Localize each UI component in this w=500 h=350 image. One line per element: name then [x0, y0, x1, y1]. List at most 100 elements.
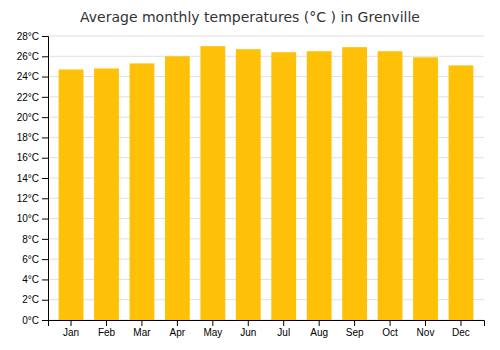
y-tick-mark	[42, 77, 48, 78]
y-tick-label: 24°C	[17, 71, 39, 82]
x-tick: Nov	[417, 320, 435, 338]
y-tick: 6°C	[22, 254, 48, 265]
y-tick-mark	[42, 158, 48, 159]
y-tick: 2°C	[22, 294, 48, 305]
x-tick: Jun	[240, 320, 256, 338]
x-tick-label: Sep	[346, 327, 364, 338]
y-tick-mark	[42, 239, 48, 240]
grid-line	[48, 36, 484, 37]
y-tick-label: 20°C	[17, 112, 39, 123]
y-tick: 24°C	[17, 71, 48, 82]
x-tick-label: Apr	[170, 327, 186, 338]
y-tick: 12°C	[17, 193, 48, 204]
x-tick-label: Feb	[98, 327, 116, 338]
x-tick: May	[203, 320, 222, 338]
x-tick-mark	[354, 320, 355, 326]
chart: Average monthly temperatures (°C ) in Gr…	[0, 0, 500, 350]
grid	[48, 36, 484, 320]
y-tick: 10°C	[17, 213, 48, 224]
y-tick-label: 2°C	[22, 294, 39, 305]
y-axis: 0°C 2°C 4°C 6°C 8°C 10°C 12°C 14°C 16°C 18°C 20°C 2…	[17, 31, 49, 326]
y-tick-mark	[42, 36, 48, 37]
y-tick-label: 4°C	[22, 274, 39, 285]
y-tick: 4°C	[22, 274, 48, 285]
bar	[271, 52, 296, 320]
y-tick-label: 16°C	[17, 152, 39, 163]
x-tick-mark	[106, 320, 107, 326]
y-tick-mark	[42, 279, 48, 280]
x-tick-label: Nov	[417, 327, 435, 338]
x-tick-mark	[71, 320, 72, 326]
y-tick-mark	[42, 300, 48, 301]
y-tick-label: 18°C	[17, 132, 39, 143]
x-tick-mark	[319, 320, 320, 326]
y-tick-label: 14°C	[17, 173, 39, 184]
x-tick-mark	[141, 320, 142, 326]
y-tick: 14°C	[17, 173, 48, 184]
bars	[59, 46, 474, 320]
y-tick: 0°C	[22, 315, 48, 326]
y-tick-mark	[42, 198, 48, 199]
x-tick-mark	[460, 320, 461, 326]
title: Average monthly temperatures (°C ) in Gr…	[80, 9, 420, 25]
grid-line	[48, 56, 484, 57]
y-tick-label: 6°C	[22, 254, 39, 265]
x-tick-label: Jan	[63, 327, 79, 338]
x-tick: Aug	[310, 320, 328, 338]
y-tick-mark	[42, 137, 48, 138]
y-tick: 8°C	[22, 234, 48, 245]
y-tick-mark	[42, 97, 48, 98]
x-tick-label: Jul	[277, 327, 290, 338]
x-tick: Mar	[133, 320, 151, 338]
y-tick-label: 22°C	[17, 92, 39, 103]
x-tick: Jul	[277, 320, 290, 338]
bar	[94, 68, 119, 320]
y-tick: 22°C	[17, 92, 48, 103]
bar	[342, 47, 367, 320]
y-tick-label: 0°C	[22, 315, 39, 326]
y-tick-mark	[42, 117, 48, 118]
x-tick-mark	[177, 320, 178, 326]
y-axis-line	[42, 37, 49, 321]
bar	[200, 46, 225, 320]
x-tick-mark	[425, 320, 426, 326]
y-tick: 26°C	[17, 51, 48, 62]
y-tick: 20°C	[17, 112, 48, 123]
x-tick: Feb	[98, 320, 116, 338]
x-tick-mark	[212, 320, 213, 326]
x-tick-label: Mar	[133, 327, 151, 338]
bar	[378, 51, 403, 320]
y-tick-label: 8°C	[22, 234, 39, 245]
bar	[59, 69, 84, 320]
y-tick-label: 10°C	[17, 213, 39, 224]
x-axis: Jan Feb Mar Apr May Jun Jul Aug Sep Oct Nov Dec	[49, 320, 485, 338]
bar	[413, 57, 438, 320]
plot: 0°C 2°C 4°C 6°C 8°C 10°C 12°C 14°C 16°C 18°C 20°C 2…	[17, 31, 485, 338]
x-tick-mark	[248, 320, 249, 326]
y-tick-label: 28°C	[17, 31, 39, 42]
y-tick-label: 26°C	[17, 51, 39, 62]
x-tick: Dec	[452, 320, 470, 338]
x-tick-mark	[283, 320, 284, 326]
y-tick: 16°C	[17, 152, 48, 163]
x-tick: Oct	[382, 320, 398, 338]
y-tick-mark	[42, 56, 48, 57]
x-axis-line	[49, 321, 485, 327]
y-tick-mark	[42, 178, 48, 179]
x-tick: Apr	[170, 320, 186, 338]
x-tick-label: Aug	[310, 327, 328, 338]
y-tick-mark	[42, 320, 48, 321]
x-tick-label: Dec	[452, 327, 470, 338]
bar	[307, 51, 332, 320]
bar	[236, 49, 261, 320]
x-tick: Jan	[63, 320, 79, 338]
y-tick: 18°C	[17, 132, 48, 143]
y-tick-mark	[42, 219, 48, 220]
bar	[449, 65, 474, 320]
y-tick-mark	[42, 259, 48, 260]
x-tick-mark	[390, 320, 391, 326]
x-tick-label: Oct	[382, 327, 398, 338]
x-tick: Sep	[346, 320, 364, 338]
bar	[165, 56, 190, 320]
x-tick-label: Jun	[240, 327, 256, 338]
